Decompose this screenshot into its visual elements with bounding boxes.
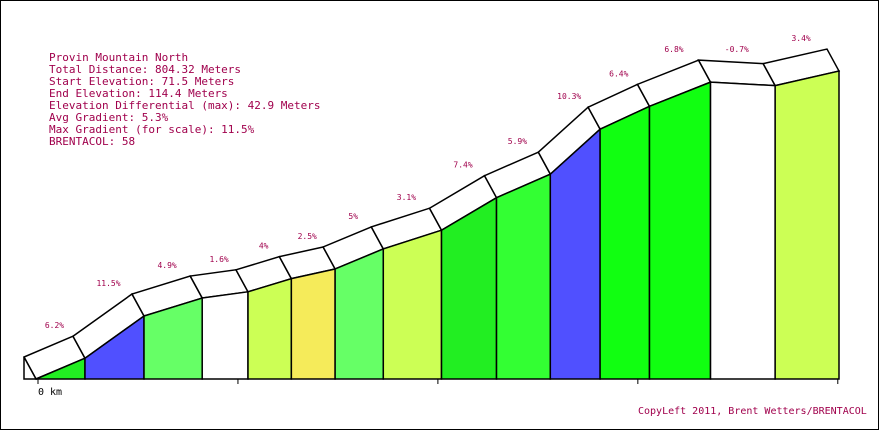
gradient-segment bbox=[549, 127, 601, 380]
profile-end-cap bbox=[23, 356, 38, 380]
gradient-segment bbox=[201, 290, 249, 380]
x-axis bbox=[36, 378, 839, 384]
info-line: Avg Gradient: 5.3% bbox=[49, 111, 169, 124]
gradient-segment bbox=[290, 268, 336, 380]
info-line: Max Gradient (for scale): 11.5% bbox=[49, 123, 255, 136]
gradient-label: 3.1% bbox=[397, 193, 416, 202]
gradient-label-layer: 6.2% 11.5% 4.9% 1.6% 4% 2.5% 5% 3.1% 7.4% 5.9% 10.… bbox=[45, 34, 811, 330]
gradient-label: 3.4% bbox=[791, 34, 810, 43]
gradient-label: 6.2% bbox=[45, 321, 64, 330]
info-line: Elevation Differential (max): 42.9 Meter… bbox=[49, 99, 321, 112]
gradient-segment bbox=[334, 247, 385, 380]
gradient-label: 4% bbox=[259, 242, 269, 251]
gradient-segment bbox=[599, 105, 651, 380]
copyright-footer: CopyLeft 2011, Brent Wetters/BRENTACOL bbox=[638, 406, 867, 417]
gradient-label: 6.8% bbox=[664, 45, 683, 54]
gradient-label: -0.7% bbox=[725, 45, 749, 54]
gradient-segment bbox=[495, 173, 552, 380]
gradient-label: 10.3% bbox=[557, 92, 581, 101]
gradient-label: 7.4% bbox=[453, 161, 472, 170]
gradient-segment bbox=[247, 277, 293, 380]
gradient-segment bbox=[440, 196, 498, 380]
info-line: Start Elevation: 71.5 Meters bbox=[49, 75, 234, 88]
x-start-label: 0 km bbox=[38, 387, 62, 398]
gradient-label: 5.9% bbox=[508, 137, 527, 146]
gradient-segment bbox=[648, 81, 712, 380]
gradient-label: 1.6% bbox=[209, 255, 228, 264]
gradient-segment bbox=[774, 70, 840, 380]
gradient-label: 6.4% bbox=[609, 69, 628, 78]
gradient-label: 2.5% bbox=[298, 232, 317, 241]
gradient-label: 4.9% bbox=[157, 261, 176, 270]
info-line: End Elevation: 114.4 Meters bbox=[49, 87, 228, 100]
info-line: BRENTACOL: 58 bbox=[49, 135, 135, 148]
gradient-label: 5% bbox=[348, 212, 358, 221]
gradient-segment bbox=[382, 229, 443, 380]
info-block: Provin Mountain North Total Distance: 80… bbox=[49, 51, 321, 148]
gradient-label: 11.5% bbox=[96, 279, 120, 288]
info-line: Total Distance: 804.32 Meters bbox=[49, 63, 241, 76]
info-line: Provin Mountain North bbox=[49, 51, 188, 64]
gradient-segment bbox=[709, 81, 776, 380]
segment-layer bbox=[35, 70, 840, 380]
